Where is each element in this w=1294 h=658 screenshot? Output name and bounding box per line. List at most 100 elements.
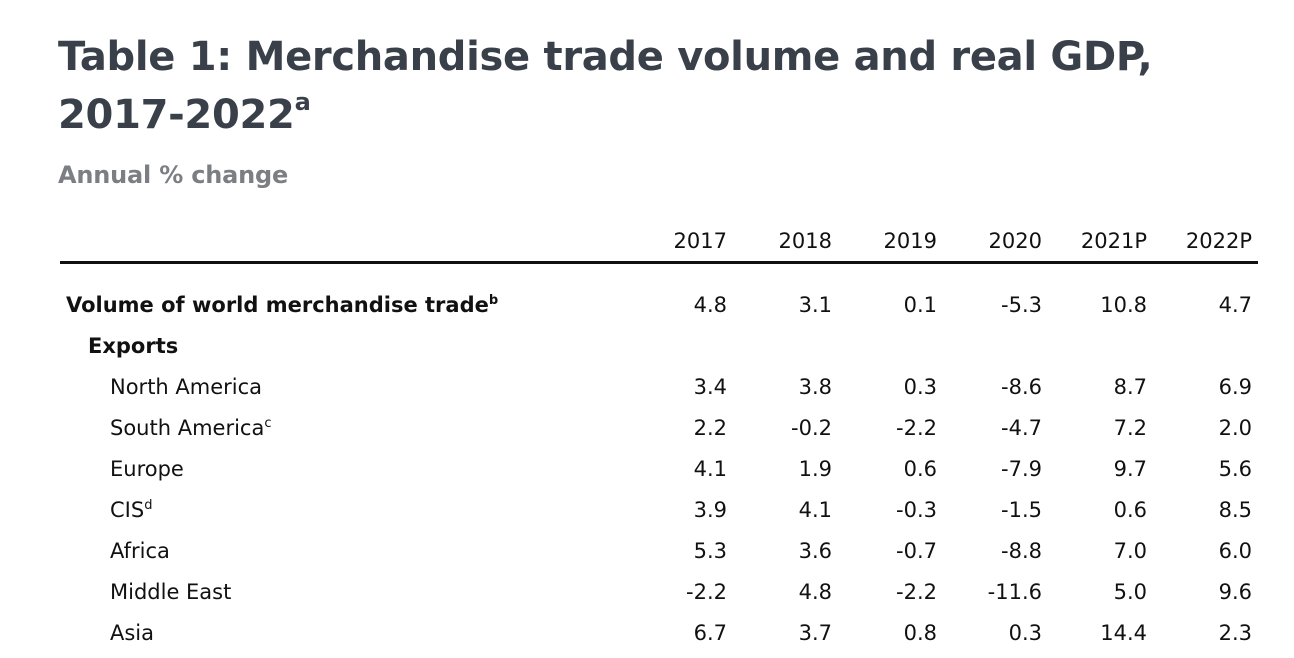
value-cell bbox=[1048, 325, 1153, 366]
title-footnote-marker: a bbox=[294, 88, 311, 116]
value-cell: 7.2 bbox=[1113, 415, 1147, 440]
table-title: Table 1: Merchandise trade volume and re… bbox=[58, 28, 1238, 144]
row-label: South America bbox=[110, 415, 265, 440]
row-label-cell: CISd bbox=[60, 489, 628, 530]
column-header: 2022P bbox=[1153, 220, 1258, 264]
row-footnote-marker: d bbox=[144, 497, 153, 513]
value-cell: -7.9 bbox=[1001, 456, 1042, 481]
row-label: Asia bbox=[110, 620, 155, 645]
row-label-cell: Exports bbox=[60, 325, 628, 366]
value-cell: 7.0 bbox=[1113, 538, 1147, 563]
value-cell: -0.2 bbox=[791, 415, 832, 440]
value-cell: 4.8 bbox=[693, 292, 727, 317]
value-cell: 3.7 bbox=[798, 620, 832, 645]
row-label: North America bbox=[110, 374, 263, 399]
value-cell: 0.8 bbox=[903, 620, 937, 645]
value-cell: 6.9 bbox=[1218, 374, 1252, 399]
row-label: CIS bbox=[110, 497, 145, 522]
value-cell: 0.6 bbox=[903, 456, 937, 481]
value-cell: 4.8 bbox=[798, 579, 832, 604]
table-row: South Americac 2.2 -0.2 -2.2 -4.7 7.2 2.0 bbox=[60, 407, 1258, 448]
row-label-cell: Middle East bbox=[60, 571, 628, 612]
value-cell: 8.7 bbox=[1113, 374, 1147, 399]
row-label: Middle East bbox=[110, 579, 232, 604]
row-label-cell: Europe bbox=[60, 448, 628, 489]
value-cell: 5.6 bbox=[1218, 456, 1252, 481]
value-cell: 0.6 bbox=[1113, 497, 1147, 522]
table-header: 2017 2018 2019 2020 2021P 2022P bbox=[60, 220, 1258, 264]
value-cell: 9.6 bbox=[1218, 579, 1252, 604]
value-cell: 3.8 bbox=[798, 374, 832, 399]
value-cell: 3.9 bbox=[693, 497, 727, 522]
value-cell: 3.1 bbox=[798, 292, 832, 317]
data-table-container: 2017 2018 2019 2020 2021P 2022P Volume o… bbox=[60, 220, 1258, 653]
column-header: 2020 bbox=[943, 220, 1048, 264]
table-row: Volume of world merchandise tradeb 4.8 3.1… bbox=[60, 263, 1258, 326]
value-cell: -8.8 bbox=[1001, 538, 1042, 563]
table-row: Exports bbox=[60, 325, 1258, 366]
value-cell: 0.3 bbox=[1008, 620, 1042, 645]
table-row: Middle East -2.2 4.8 -2.2 -11.6 5.0 9.6 bbox=[60, 571, 1258, 612]
value-cell: -2.2 bbox=[896, 415, 937, 440]
table-body: Volume of world merchandise tradeb 4.8 3.1… bbox=[60, 263, 1258, 654]
value-cell: 14.4 bbox=[1100, 620, 1147, 645]
column-header: 2018 bbox=[733, 220, 838, 264]
value-cell: 0.3 bbox=[903, 374, 937, 399]
value-cell: -8.6 bbox=[1001, 374, 1042, 399]
value-cell: 9.7 bbox=[1113, 456, 1147, 481]
trade-volume-table: 2017 2018 2019 2020 2021P 2022P Volume o… bbox=[60, 220, 1258, 653]
row-label-cell: Asia bbox=[60, 612, 628, 653]
value-cell bbox=[1153, 325, 1258, 366]
value-cell bbox=[838, 325, 943, 366]
value-cell: 6.7 bbox=[693, 620, 727, 645]
value-cell bbox=[628, 325, 733, 366]
table-row: Europe 4.1 1.9 0.6 -7.9 9.7 5.6 bbox=[60, 448, 1258, 489]
value-cell: -0.3 bbox=[896, 497, 937, 522]
row-label-cell: South Americac bbox=[60, 407, 628, 448]
value-cell: -11.6 bbox=[987, 579, 1042, 604]
value-cell: 2.3 bbox=[1218, 620, 1252, 645]
value-cell: 4.1 bbox=[798, 497, 832, 522]
row-label-cell: Africa bbox=[60, 530, 628, 571]
value-cell: -5.3 bbox=[1001, 292, 1042, 317]
value-cell: 4.7 bbox=[1218, 292, 1252, 317]
value-cell: 6.0 bbox=[1218, 538, 1252, 563]
row-label: Europe bbox=[110, 456, 184, 481]
row-footnote-marker: b bbox=[488, 292, 499, 308]
value-cell: 0.1 bbox=[903, 292, 937, 317]
value-cell: -0.7 bbox=[896, 538, 937, 563]
value-cell: 10.8 bbox=[1100, 292, 1147, 317]
value-cell: 2.0 bbox=[1218, 415, 1252, 440]
column-header: 2019 bbox=[838, 220, 943, 264]
value-cell: -4.7 bbox=[1001, 415, 1042, 440]
value-cell: 2.2 bbox=[693, 415, 727, 440]
value-cell: -2.2 bbox=[896, 579, 937, 604]
row-footnote-marker: c bbox=[264, 415, 272, 431]
header-label-cell bbox=[60, 220, 628, 264]
table-row: North America 3.4 3.8 0.3 -8.6 8.7 6.9 bbox=[60, 366, 1258, 407]
row-label-cell: North America bbox=[60, 366, 628, 407]
row-label: Volume of world merchandise trade bbox=[66, 292, 489, 317]
column-header: 2021P bbox=[1048, 220, 1153, 264]
value-cell: -1.5 bbox=[1001, 497, 1042, 522]
value-cell: 5.0 bbox=[1113, 579, 1147, 604]
table-title-text: Table 1: Merchandise trade volume and re… bbox=[58, 34, 1153, 138]
row-label-cell: Volume of world merchandise tradeb bbox=[60, 263, 628, 326]
value-cell: 8.5 bbox=[1218, 497, 1252, 522]
row-label: Africa bbox=[110, 538, 170, 563]
header-row: 2017 2018 2019 2020 2021P 2022P bbox=[60, 220, 1258, 264]
value-cell: 1.9 bbox=[798, 456, 832, 481]
table-row: Africa 5.3 3.6 -0.7 -8.8 7.0 6.0 bbox=[60, 530, 1258, 571]
value-cell: -2.2 bbox=[686, 579, 727, 604]
value-cell: 3.6 bbox=[798, 538, 832, 563]
value-cell: 3.4 bbox=[693, 374, 727, 399]
column-header: 2017 bbox=[628, 220, 733, 264]
table-row: CISd 3.9 4.1 -0.3 -1.5 0.6 8.5 bbox=[60, 489, 1258, 530]
table-subtitle: Annual % change bbox=[58, 161, 289, 189]
value-cell: 5.3 bbox=[693, 538, 727, 563]
table-row: Asia 6.7 3.7 0.8 0.3 14.4 2.3 bbox=[60, 612, 1258, 653]
value-cell bbox=[943, 325, 1048, 366]
value-cell bbox=[733, 325, 838, 366]
row-label: Exports bbox=[88, 333, 179, 358]
value-cell: 4.1 bbox=[693, 456, 727, 481]
